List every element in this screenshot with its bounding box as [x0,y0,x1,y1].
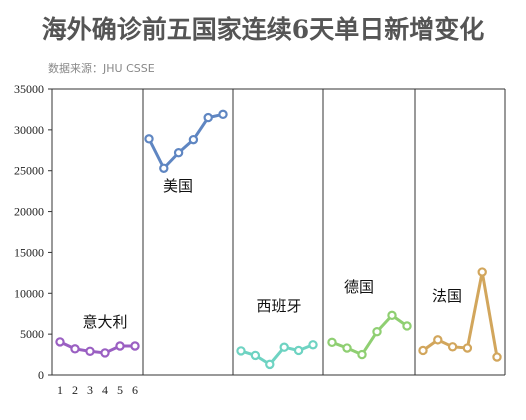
y-tick-label: 5000 [20,327,44,341]
data-point [70,344,80,354]
data-point [279,342,289,352]
data-point [130,341,140,351]
data-point [293,345,304,356]
data-point [173,148,184,158]
data-point [418,345,428,356]
chart-source: 数据来源：JHU CSSE [48,62,155,75]
data-point [308,340,318,350]
data-point [492,352,502,362]
y-tick-label: 0 [38,368,44,382]
data-point [250,350,261,361]
y-tick-label: 20000 [14,205,44,219]
data-point [218,109,228,120]
data-point [477,267,487,277]
data-point [372,326,382,337]
x-tick-label: 5 [117,383,123,397]
data-point [357,349,367,360]
series-line-5 [421,270,499,359]
data-point [402,321,412,331]
x-tick-label: 2 [72,383,78,397]
series-line-2 [147,112,225,170]
data-point [342,343,352,353]
country-label: 美国 [163,177,193,195]
x-tick-label: 4 [102,383,108,397]
data-point [188,134,199,145]
chart-title: 海外确诊前五国家连续6天单日新增变化 [41,15,485,44]
data-point [433,335,443,345]
data-point [265,359,275,370]
data-point [55,337,65,347]
y-tick-label: 10000 [14,286,44,300]
data-point [115,341,125,351]
data-point [387,310,397,321]
country-label: 法国 [432,287,462,305]
country-label: 德国 [344,278,374,296]
country-label: 西班牙 [256,297,301,315]
y-tick-label: 30000 [14,123,44,137]
data-point [144,134,154,144]
y-tick-label: 35000 [14,82,44,96]
data-point [462,343,473,353]
data-point [100,348,110,358]
country-label: 意大利 [82,313,127,331]
data-point [327,337,337,348]
data-point [85,346,95,357]
data-point [236,346,246,356]
data-point [447,342,458,352]
x-tick-label: 3 [87,383,93,397]
x-tick-label: 6 [132,383,138,397]
data-point [159,163,169,173]
data-point [203,112,213,123]
y-tick-label: 15000 [14,245,44,259]
y-tick-label: 25000 [14,164,44,178]
x-tick-label: 1 [57,383,63,397]
